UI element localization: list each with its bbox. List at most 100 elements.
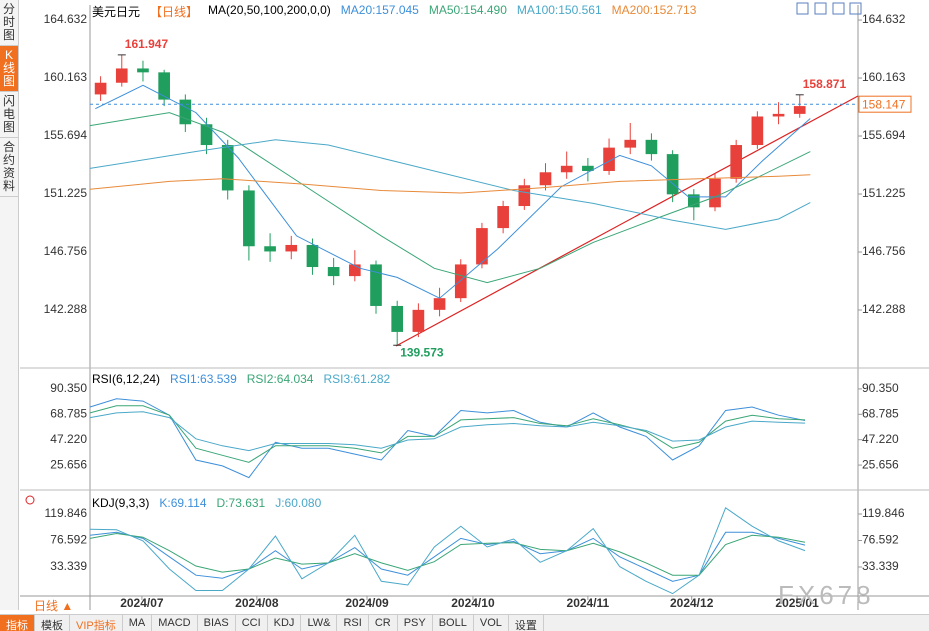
last-price-box xyxy=(858,95,912,113)
candle-body xyxy=(412,309,425,332)
kdj-header: KDJ(9,3,3) K:69.114 D:73.631 J:60.080 xyxy=(92,496,321,510)
legend-entry: D:73.631 xyxy=(216,496,266,510)
y-tick-label: 90.350 xyxy=(50,381,87,395)
period[interactable]: 日线 xyxy=(34,599,59,613)
toolbar-item[interactable]: BOLL xyxy=(433,615,474,631)
candle-body xyxy=(137,68,149,73)
legend-entry: RSI2:64.034 xyxy=(246,372,314,386)
candle-body xyxy=(349,264,361,277)
toolbar-item[interactable]: MACD xyxy=(152,615,198,631)
symbol: 美元日元 xyxy=(92,5,141,19)
y-tick-label: 25.656 xyxy=(50,457,87,471)
y-tick-label: 142.288 xyxy=(862,302,906,316)
legend-entry: RSI3:61.282 xyxy=(323,372,391,386)
candle-body xyxy=(645,139,658,155)
candle-body xyxy=(793,106,806,114)
period-select[interactable]: 日线 ▲ xyxy=(34,599,74,613)
candle-body xyxy=(370,264,382,306)
toolbar-item[interactable]: CCI xyxy=(236,615,268,631)
toolbar-item[interactable]: 模板 xyxy=(35,615,70,631)
candle-body xyxy=(624,139,637,148)
candle-body xyxy=(115,68,128,83)
indicator-line xyxy=(89,405,806,463)
toolbar-item[interactable]: 设置 xyxy=(509,615,544,631)
indicator[interactable]: MA(20,50,100,200,0,0) xyxy=(208,3,331,17)
side-tab[interactable]: 分时图 xyxy=(0,0,18,46)
y-tick-label: 119.846 xyxy=(45,506,88,520)
price-header: 美元日元 【日线】 MA(20,50,100,200,0,0) MA20:157… xyxy=(92,3,696,20)
candle-body xyxy=(221,145,234,191)
indicator-line xyxy=(89,411,806,452)
settings-icon[interactable] xyxy=(25,495,35,505)
y-tick-label: 90.350 xyxy=(862,381,899,395)
toolbar-item[interactable]: VOL xyxy=(474,615,509,631)
toolbar-item[interactable]: CR xyxy=(369,615,398,631)
x-tick-label: 2024/10 xyxy=(451,596,495,610)
y-tick-label: 76.592 xyxy=(862,533,899,547)
indicator-line xyxy=(89,112,811,284)
side-tab[interactable]: 合约资料 xyxy=(0,138,18,197)
candle-body xyxy=(497,206,509,229)
y-tick-label: 164.632 xyxy=(862,12,906,26)
annotation: 158.871 xyxy=(803,77,847,91)
period[interactable]: 【日线】 xyxy=(150,5,199,19)
candle-body xyxy=(285,244,298,252)
y-tick-label: 76.592 xyxy=(50,533,87,547)
toolbar-item[interactable]: KDJ xyxy=(268,615,302,631)
side-tab[interactable]: 闪电图 xyxy=(0,92,18,138)
indicator-line xyxy=(95,84,811,299)
y-tick-label: 33.339 xyxy=(862,559,899,573)
y-tick-label: 146.756 xyxy=(44,244,88,258)
x-tick-label: 2024/11 xyxy=(567,596,610,610)
toolbar-item[interactable]: 指标 xyxy=(0,615,35,631)
indicator-line xyxy=(89,174,811,194)
candle-body xyxy=(158,72,170,100)
legend-entry: MA100:150.561 xyxy=(516,3,602,17)
x-tick-label: 2024/08 xyxy=(235,596,279,610)
toolbar-item[interactable]: MA xyxy=(123,615,153,631)
rsi-header: RSI(6,12,24) RSI1:63.539 RSI2:64.034 RSI3:… xyxy=(92,372,390,386)
window-icons[interactable] xyxy=(796,2,862,15)
candle-body xyxy=(603,147,615,171)
toolbar-item[interactable]: PSY xyxy=(398,615,433,631)
candle-body xyxy=(687,194,700,208)
y-tick-label: 119.846 xyxy=(862,506,905,520)
legend-entry: MA50:154.490 xyxy=(428,3,507,17)
y-tick-label: 47.220 xyxy=(862,432,899,446)
toolbar: 指标 模板 VIP指标 MA MACD BIAS CCI KDJ LW& RSI CR PSY BOLL… xyxy=(0,614,929,631)
legend-entry: RSI1:63.539 xyxy=(170,372,237,386)
candle-body xyxy=(730,145,743,179)
toolbar-item[interactable]: VIP指标 xyxy=(70,615,123,631)
side-tab[interactable]: K线图 xyxy=(0,46,18,92)
candle-body xyxy=(327,267,340,277)
candle-body xyxy=(94,82,107,95)
toolbar-item[interactable]: BIAS xyxy=(198,615,236,631)
y-tick-label: 47.220 xyxy=(50,432,87,446)
candle-body xyxy=(772,113,785,117)
toolbar-item[interactable]: RSI xyxy=(337,615,369,631)
annotation: 139.573 xyxy=(400,345,444,359)
candle-body xyxy=(391,305,404,332)
x-tick-label: 2024/07 xyxy=(120,596,164,610)
candle-body xyxy=(433,298,446,310)
indicator: RSI(6,12,24) xyxy=(92,372,161,386)
legend-entry: MA200:152.713 xyxy=(611,3,697,17)
last-price-label: 158.147 xyxy=(862,97,906,111)
candle-body xyxy=(476,228,488,265)
candle-body xyxy=(666,154,679,195)
legend-entry: MA20:157.045 xyxy=(340,3,419,17)
x-tick-label: 2024/12 xyxy=(670,596,714,610)
toolbar-item[interactable]: LW& xyxy=(301,615,338,631)
y-tick-label: 25.656 xyxy=(862,457,899,471)
candle-body xyxy=(306,244,319,268)
indicator: KDJ(9,3,3) xyxy=(92,496,150,510)
candle-body xyxy=(179,99,192,125)
legend-entry: J:60.080 xyxy=(275,496,322,510)
annotation: 161.947 xyxy=(125,37,169,51)
indicator-line xyxy=(89,532,806,576)
indicator-line xyxy=(89,531,806,582)
candle-body xyxy=(751,116,764,146)
y-tick-label: 155.694 xyxy=(44,128,88,142)
x-tick-label: 2025/01 xyxy=(775,596,819,610)
y-tick-label: 142.288 xyxy=(44,302,88,316)
